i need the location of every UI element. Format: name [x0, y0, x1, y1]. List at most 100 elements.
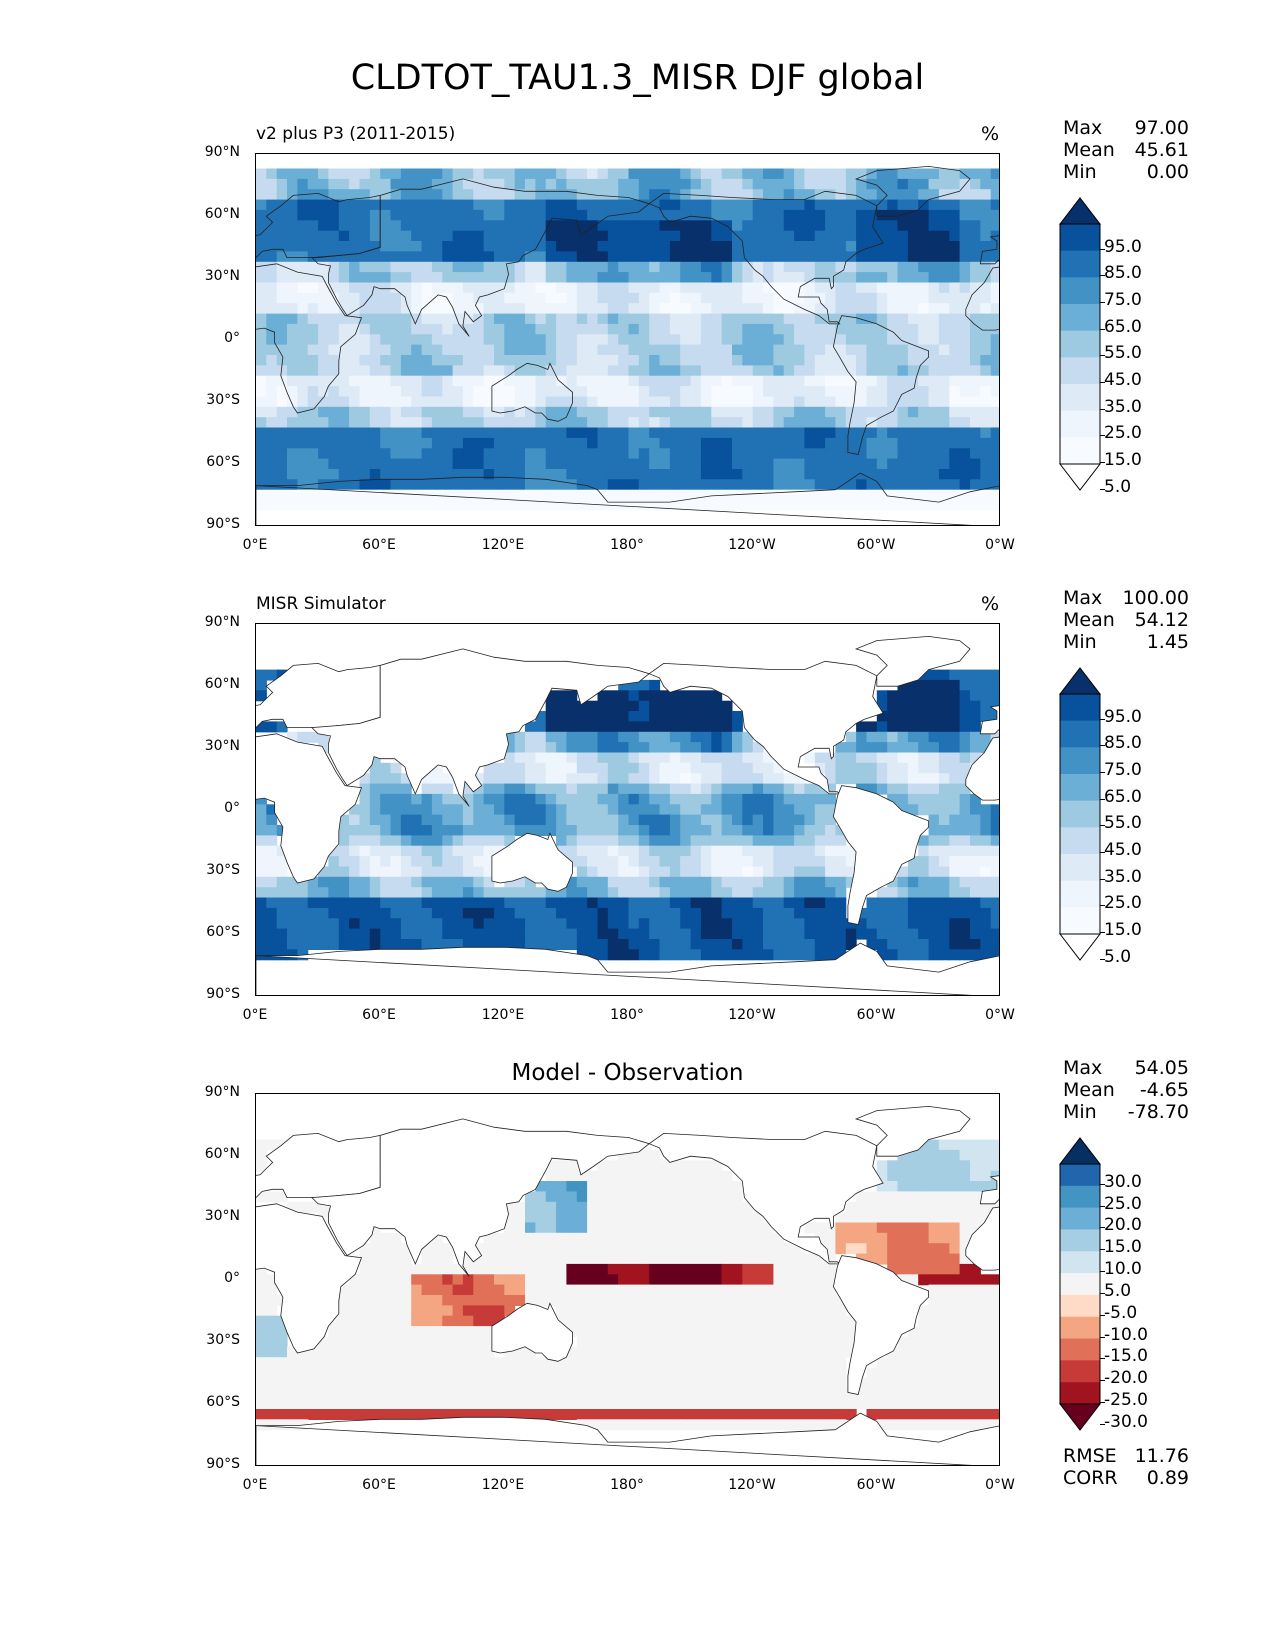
- field-cell: [545, 1222, 557, 1234]
- field-cell: [380, 272, 392, 284]
- field-cell: [369, 292, 381, 304]
- field-cell: [483, 261, 495, 273]
- field-cell: [638, 189, 650, 201]
- field-cell: [887, 178, 899, 190]
- field-cell: [980, 292, 992, 304]
- field-cell: [638, 1284, 650, 1296]
- field-cell: [649, 189, 661, 201]
- field-cell: [907, 918, 919, 930]
- field-cell: [794, 458, 805, 470]
- field-cell: [638, 303, 650, 315]
- field-cell: [938, 825, 950, 836]
- field-cell: [349, 1315, 360, 1327]
- field-cell: [825, 230, 836, 242]
- field-cell: [473, 1315, 485, 1327]
- field-cell: [307, 731, 319, 743]
- field-cell: [421, 261, 433, 273]
- field-cell: [659, 918, 671, 930]
- field-cell: [938, 365, 950, 377]
- field-cell: [990, 1181, 999, 1192]
- field-cell: [442, 261, 454, 273]
- field-cell: [794, 783, 805, 795]
- field-cell: [783, 887, 795, 899]
- field-cell: [276, 417, 288, 429]
- field-cell: [970, 721, 981, 733]
- field-cell: [607, 427, 619, 439]
- field-cell: [918, 897, 930, 909]
- field-cell: [380, 762, 392, 774]
- field-cell: [514, 282, 526, 294]
- field-cell: [535, 292, 547, 304]
- field-cell: [411, 448, 423, 460]
- field-cell: [431, 918, 443, 930]
- field-cell: [711, 897, 723, 909]
- field-cell: [462, 1336, 474, 1348]
- field-cell: [462, 251, 474, 263]
- field-cell: [959, 690, 971, 702]
- field-cell: [525, 1212, 536, 1224]
- field-cell: [742, 458, 754, 470]
- field-cell: [649, 721, 661, 733]
- field-cell: [556, 721, 567, 733]
- field-cell: [990, 479, 999, 491]
- field-cell: [949, 178, 961, 190]
- field-cell: [928, 1263, 940, 1275]
- field-cell: [794, 199, 805, 211]
- field-cell: [504, 918, 516, 930]
- field-cell: [504, 1284, 516, 1296]
- field-cell: [442, 1284, 454, 1296]
- field-cell: [907, 1222, 919, 1234]
- field-cell: [587, 1326, 598, 1338]
- field-cell: [928, 887, 940, 899]
- field-cell: [949, 282, 961, 294]
- field-cell: [659, 928, 671, 940]
- field-cell: [462, 856, 474, 868]
- field-cell: [297, 417, 309, 429]
- field-cell: [680, 209, 692, 221]
- field-cell: [959, 479, 971, 491]
- field-cell: [669, 835, 681, 847]
- field-cell: [587, 220, 598, 232]
- field-cell: [845, 365, 857, 377]
- field-cell: [556, 773, 567, 785]
- field-cell: [328, 887, 340, 899]
- field-cell: [525, 355, 536, 366]
- field-cell: [732, 489, 743, 501]
- field-cell: [380, 856, 392, 868]
- field-cell: [700, 292, 712, 304]
- field-cell: [442, 845, 454, 857]
- field-cell: [970, 241, 981, 252]
- field-cell: [473, 209, 485, 221]
- field-cell: [763, 292, 774, 304]
- field-cell: [618, 479, 630, 491]
- field-cell: [587, 773, 598, 785]
- field-cell: [442, 856, 454, 868]
- field-cell: [504, 334, 516, 346]
- field-cell: [628, 1305, 640, 1317]
- coastline-europe: [256, 662, 381, 729]
- field-cell: [897, 876, 909, 888]
- field-cell: [928, 199, 940, 211]
- field-cell: [607, 856, 619, 868]
- field-cell: [256, 845, 267, 857]
- field-cell: [959, 731, 971, 743]
- field-cell: [369, 1305, 381, 1317]
- field-cell: [297, 303, 309, 315]
- field-cell: [638, 679, 650, 691]
- field-cell: [607, 1160, 619, 1172]
- field-cell: [907, 489, 919, 501]
- field-cell: [452, 814, 464, 826]
- field-cell: [494, 417, 505, 429]
- field-cell: [700, 1305, 712, 1317]
- field-cell: [928, 1212, 940, 1224]
- field-cell: [700, 835, 712, 847]
- field-cell: [607, 355, 619, 366]
- field-cell: [421, 928, 433, 940]
- lat-tick: 30°N: [204, 738, 240, 754]
- field-cell: [566, 209, 578, 221]
- field-cell: [876, 334, 888, 346]
- field-cell: [473, 189, 485, 201]
- field-cell: [618, 344, 630, 356]
- field-cell: [400, 783, 412, 795]
- map-model: [255, 153, 1000, 526]
